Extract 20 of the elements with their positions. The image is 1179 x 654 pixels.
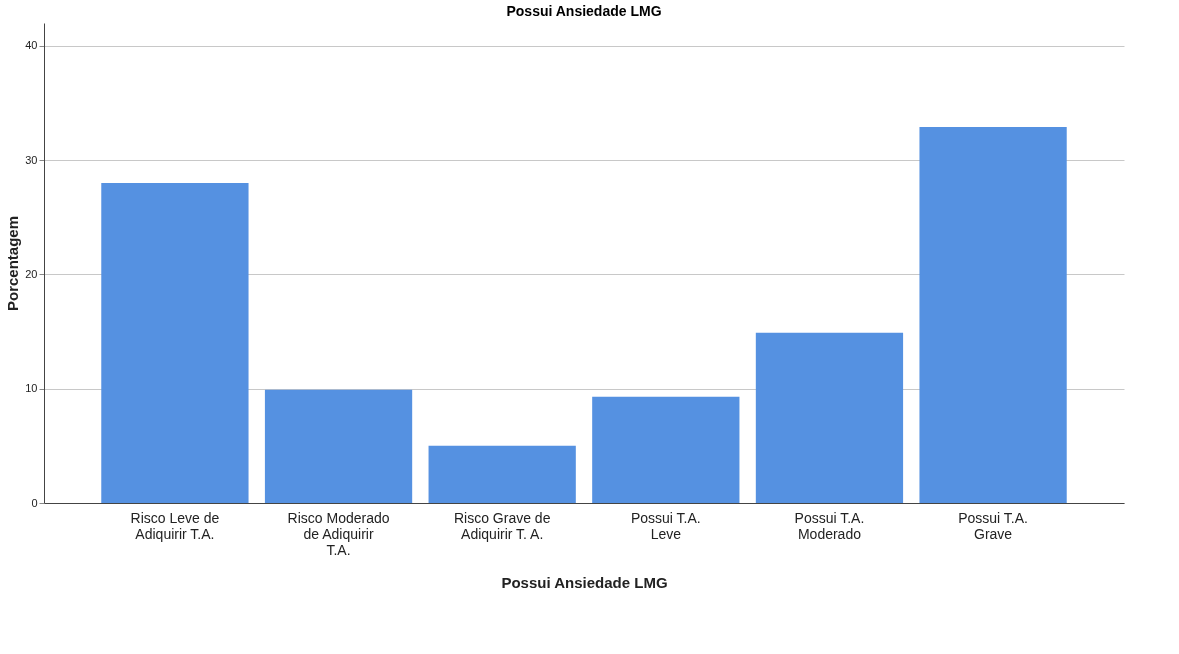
bar	[428, 445, 576, 503]
bar	[755, 332, 904, 503]
x-tick-label: Possui T.A. Moderado	[794, 509, 865, 542]
y-tick-label: 30	[25, 153, 38, 166]
y-tick-label: 0	[31, 496, 38, 509]
bar	[592, 396, 740, 503]
bar	[264, 389, 413, 503]
bar	[101, 183, 249, 503]
chart-title: Possui Ansiedade LMG	[506, 3, 662, 19]
x-tick-label: Possui T.A. Leve	[630, 509, 701, 542]
x-tick-label: Possui T.A. Grave	[958, 509, 1028, 542]
x-tick-label: Risco Leve de Adiquirir T.A.	[130, 509, 220, 542]
x-tick-label: Risco Moderado de Adiquirir T.A.	[287, 509, 390, 558]
y-axis-title: Porcentagem	[4, 215, 22, 312]
x-tick-label: Risco Grave de Adiquirir T. A.	[453, 509, 551, 542]
x-axis-title: Possui Ansiedade LMG	[501, 573, 668, 591]
bar	[919, 127, 1067, 503]
y-tick-label: 20	[25, 267, 38, 280]
y-tick-label: 10	[25, 382, 38, 395]
y-tick-label: 40	[25, 39, 38, 52]
